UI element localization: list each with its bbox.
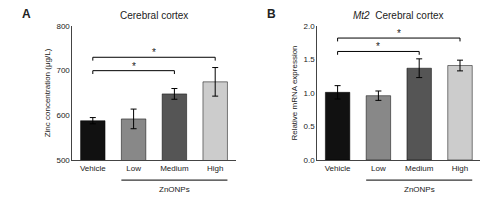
svg-text:ZnONPs: ZnONPs: [159, 185, 190, 194]
svg-text:High: High: [207, 164, 223, 173]
svg-text:Mt2 Cerebral cortex: Mt2 Cerebral cortex: [353, 10, 444, 21]
svg-text:700: 700: [56, 66, 70, 75]
svg-text:Zinc concentration (μg/L): Zinc concentration (μg/L): [43, 48, 52, 137]
svg-text:1.5: 1.5: [303, 55, 315, 64]
svg-text:ZnONPs: ZnONPs: [404, 185, 435, 194]
svg-text:Cerebral cortex: Cerebral cortex: [120, 10, 188, 21]
svg-text:Relative mRNA expression: Relative mRNA expression: [290, 45, 299, 140]
svg-text:1.0: 1.0: [303, 89, 315, 98]
svg-text:Vehicle: Vehicle: [325, 164, 351, 173]
svg-text:800: 800: [56, 22, 70, 31]
svg-text:*: *: [132, 61, 136, 72]
svg-text:Medium: Medium: [405, 164, 434, 173]
svg-text:Low: Low: [371, 164, 386, 173]
svg-text:Low: Low: [126, 164, 141, 173]
svg-text:High: High: [452, 164, 468, 173]
svg-text:B: B: [267, 7, 276, 21]
svg-text:0.0: 0.0: [303, 156, 315, 165]
svg-text:500: 500: [56, 156, 70, 165]
svg-text:2.0: 2.0: [303, 22, 315, 31]
svg-text:A: A: [22, 7, 31, 21]
svg-text:*: *: [376, 41, 380, 52]
svg-text:0.5: 0.5: [303, 122, 315, 131]
svg-text:*: *: [397, 28, 401, 39]
svg-text:Medium: Medium: [160, 164, 189, 173]
svg-text:*: *: [152, 47, 156, 58]
svg-text:600: 600: [56, 111, 70, 120]
svg-text:Vehicle: Vehicle: [80, 164, 106, 173]
